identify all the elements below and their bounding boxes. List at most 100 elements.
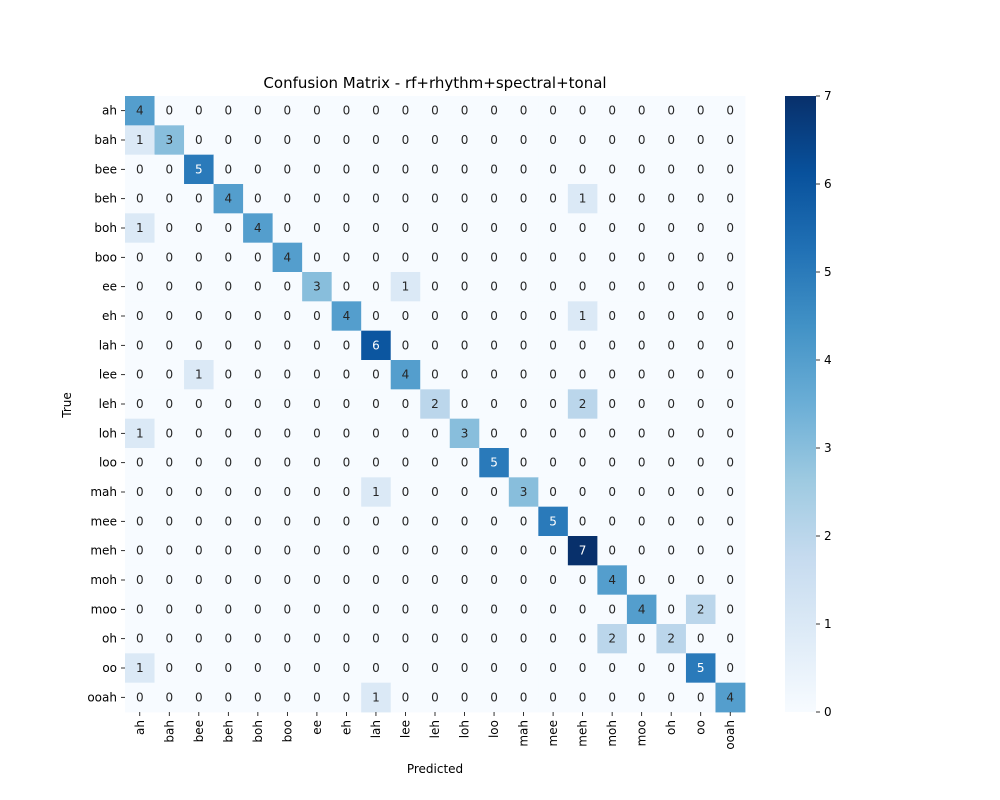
cell-value-19-19: 5 (697, 661, 705, 675)
cell-value-13-2: 0 (195, 485, 203, 499)
cell-4-6 (302, 213, 333, 244)
cell-1-8 (361, 125, 392, 156)
cell-value-3-4: 0 (254, 192, 262, 206)
cell-10-19 (685, 389, 716, 420)
cell-18-16 (597, 624, 628, 654)
cell-0-16 (597, 96, 628, 126)
cell-18-10 (420, 624, 451, 654)
cell-20-15 (567, 682, 598, 713)
cell-value-17-16: 0 (608, 602, 616, 616)
cell-5-19 (685, 242, 716, 273)
cell-5-4 (243, 242, 274, 273)
cell-4-8 (361, 213, 392, 244)
cell-3-3 (213, 184, 244, 214)
cell-12-13 (508, 448, 539, 478)
cell-12-16 (597, 448, 628, 478)
cell-7-3 (213, 301, 244, 332)
cell-19-19 (685, 653, 716, 684)
cell-8-3 (213, 330, 244, 361)
colorbar-tick-label: 1 (824, 617, 832, 631)
cell-value-2-10: 0 (431, 162, 439, 176)
cell-8-20 (715, 330, 746, 361)
cell-value-5-11: 0 (461, 250, 469, 264)
cell-14-6 (302, 506, 333, 537)
cell-value-3-14: 0 (549, 192, 557, 206)
y-tick-label: oh (102, 632, 117, 646)
cell-value-7-3: 0 (225, 309, 233, 323)
cell-2-16 (597, 154, 628, 185)
cell-10-8 (361, 389, 392, 420)
cell-value-10-2: 0 (195, 397, 203, 411)
cell-11-12 (479, 418, 510, 449)
cell-1-9 (390, 125, 421, 156)
cell-9-12 (479, 360, 510, 390)
cell-13-6 (302, 477, 333, 508)
cell-15-0 (125, 536, 155, 566)
cell-20-16 (597, 682, 628, 713)
cell-value-0-4: 0 (254, 104, 262, 118)
cell-1-16 (597, 125, 628, 156)
cell-14-18 (656, 506, 687, 537)
cell-value-3-17: 0 (638, 192, 646, 206)
x-tick-label: ooah (723, 720, 737, 750)
cell-value-11-17: 0 (638, 426, 646, 440)
cell-14-11 (449, 506, 480, 537)
cell-5-16 (597, 242, 628, 273)
cell-value-0-1: 0 (165, 104, 173, 118)
cell-value-18-10: 0 (431, 632, 439, 646)
cell-13-20 (715, 477, 746, 508)
cell-value-4-5: 0 (284, 221, 292, 235)
cell-value-17-8: 0 (372, 602, 380, 616)
cell-1-7 (331, 125, 362, 156)
cell-17-15 (567, 594, 598, 625)
cell-20-11 (449, 682, 480, 713)
cell-value-9-15: 0 (579, 368, 587, 382)
cell-value-14-14: 5 (549, 514, 557, 528)
cell-value-10-3: 0 (225, 397, 233, 411)
cell-value-20-2: 0 (195, 690, 203, 704)
cell-value-7-6: 0 (313, 309, 321, 323)
cell-1-13 (508, 125, 539, 156)
cell-18-5 (272, 624, 303, 654)
cell-14-16 (597, 506, 628, 537)
cell-value-8-7: 0 (343, 338, 351, 352)
cell-14-20 (715, 506, 746, 537)
cell-value-1-9: 0 (402, 133, 410, 147)
cell-value-16-11: 0 (461, 573, 469, 587)
cell-value-15-5: 0 (284, 544, 292, 558)
cell-value-16-3: 0 (225, 573, 233, 587)
cell-8-4 (243, 330, 274, 361)
cell-value-4-9: 0 (402, 221, 410, 235)
cell-20-1 (154, 682, 185, 713)
cell-9-5 (272, 360, 303, 390)
cell-5-5 (272, 242, 303, 273)
cell-12-18 (656, 448, 687, 478)
cell-15-4 (243, 536, 274, 566)
cell-value-1-18: 0 (667, 133, 675, 147)
cell-value-1-15: 0 (579, 133, 587, 147)
cell-value-11-14: 0 (549, 426, 557, 440)
cell-0-1 (154, 96, 185, 126)
cell-14-13 (508, 506, 539, 537)
cell-14-19 (685, 506, 716, 537)
cell-value-5-19: 0 (697, 250, 705, 264)
cell-value-3-9: 0 (402, 192, 410, 206)
cell-value-8-9: 0 (402, 338, 410, 352)
cell-value-20-10: 0 (431, 690, 439, 704)
cell-19-3 (213, 653, 244, 684)
cell-value-11-10: 0 (431, 426, 439, 440)
cell-16-8 (361, 565, 392, 596)
cell-value-18-9: 0 (402, 632, 410, 646)
cell-18-18 (656, 624, 687, 654)
cell-value-9-12: 0 (490, 368, 498, 382)
cell-15-14 (538, 536, 569, 566)
cell-15-8 (361, 536, 392, 566)
cell-7-16 (597, 301, 628, 332)
cell-value-14-9: 0 (402, 514, 410, 528)
cell-value-7-8: 0 (372, 309, 380, 323)
cell-value-13-10: 0 (431, 485, 439, 499)
cell-value-18-18: 2 (667, 632, 675, 646)
cell-15-18 (656, 536, 687, 566)
cell-value-20-18: 0 (667, 690, 675, 704)
cell-value-5-13: 0 (520, 250, 528, 264)
